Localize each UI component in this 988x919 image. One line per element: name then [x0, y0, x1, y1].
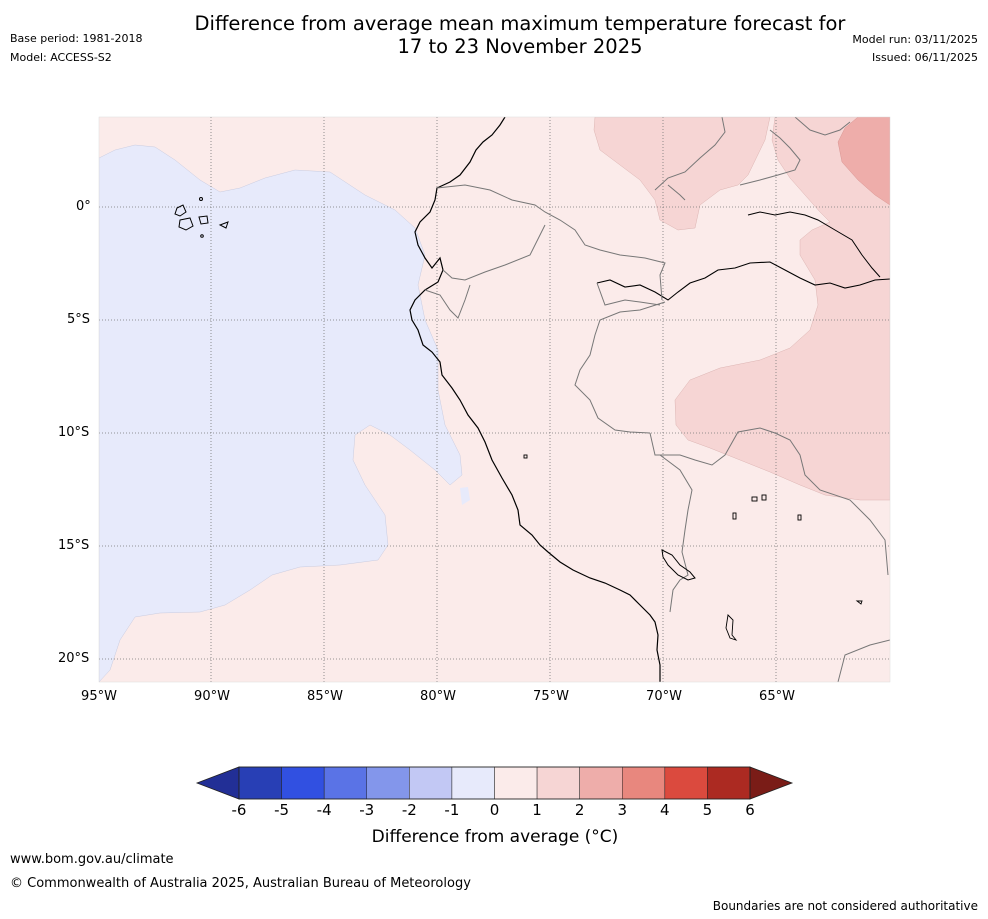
colorbar-tick-label: -4 [316, 801, 332, 819]
colorbar-cell [281, 766, 325, 800]
colorbar-tick-label: 6 [745, 801, 755, 819]
colorbar-tick-label: 0 [489, 801, 500, 819]
colorbar-cell [707, 766, 751, 800]
colorbar-tick-label: 2 [574, 801, 585, 819]
lat-label-5s: 5°S [67, 312, 91, 327]
lat-label-20s: 20°S [58, 651, 90, 666]
map-frame [98, 116, 891, 683]
amazon-river [596, 261, 890, 301]
colorbar-cell [409, 766, 453, 800]
graticule [99, 117, 890, 682]
colorbar-tick-label: 5 [702, 801, 713, 819]
footer-disclaimer: Boundaries are not considered authoritat… [712, 899, 978, 913]
lon-label-70w: 70°W [646, 689, 682, 704]
map-title: Difference from average mean maximum tem… [0, 12, 988, 58]
lat-label-0: 0° [76, 199, 91, 214]
colorbar-cell [451, 766, 495, 800]
colorbar-extend-high [749, 766, 794, 800]
colorbar-tick-label: 4 [660, 801, 670, 819]
colorbar-tick-label: 3 [617, 801, 628, 819]
lon-label-90w: 90°W [194, 689, 230, 704]
lat-label-10s: 10°S [58, 425, 90, 440]
colorbar-cell [664, 766, 708, 800]
colorbar-tick-label: -3 [359, 801, 375, 819]
lon-label-85w: 85°W [307, 689, 343, 704]
anomaly-zone-minus1-to-0-coastal [460, 487, 470, 505]
title-line-1: Difference from average mean maximum tem… [194, 12, 846, 35]
lon-label-80w: 80°W [420, 689, 456, 704]
lon-label-65w: 65°W [759, 689, 795, 704]
colorbar-cell [622, 766, 666, 800]
colorbar-cell [238, 766, 282, 800]
colorbar-tick-label: 1 [532, 801, 542, 819]
colorbar-tick-label: -5 [274, 801, 290, 819]
colorbar [195, 766, 794, 800]
anomaly-zone-2-to-3 [837, 117, 890, 206]
anomaly-zone-minus1-to-0 [99, 144, 463, 682]
colorbar-tick-label: -2 [401, 801, 417, 819]
colorbar-cell [536, 766, 580, 800]
small-lakes [523, 454, 863, 641]
model-run: Model run: 03/11/2025 [852, 33, 978, 46]
colorbar-cell [494, 766, 538, 800]
lake-titicaca [661, 549, 696, 581]
colorbar-extend-low [195, 766, 240, 800]
colorbar-tick-label: -6 [231, 801, 247, 819]
footer-url: www.bom.gov.au/climate [10, 852, 174, 867]
base-period: Base period: 1981-2018 [10, 32, 143, 45]
colorbar-cell [323, 766, 367, 800]
lon-label-95w: 95°W [81, 689, 117, 704]
colorbar-cell [366, 766, 410, 800]
galapagos-islands [174, 197, 229, 238]
coastline [409, 117, 661, 682]
footer-copyright: © Commonwealth of Australia 2025, Austra… [10, 876, 471, 891]
colorbar-tick-label: -1 [444, 801, 460, 819]
country-borders [424, 117, 890, 682]
anomaly-zone-1-to-2-east [674, 117, 890, 501]
model-name: Model: ACCESS-S2 [10, 51, 112, 64]
lat-label-15s: 15°S [58, 538, 90, 553]
issued-date: Issued: 06/11/2025 [871, 51, 978, 64]
colorbar-cell [579, 766, 623, 800]
rio-negro [747, 211, 881, 278]
title-line-2: 17 to 23 November 2025 [397, 35, 643, 58]
colorbar-label: Difference from average (°C) [371, 827, 619, 847]
lon-label-75w: 75°W [533, 689, 569, 704]
